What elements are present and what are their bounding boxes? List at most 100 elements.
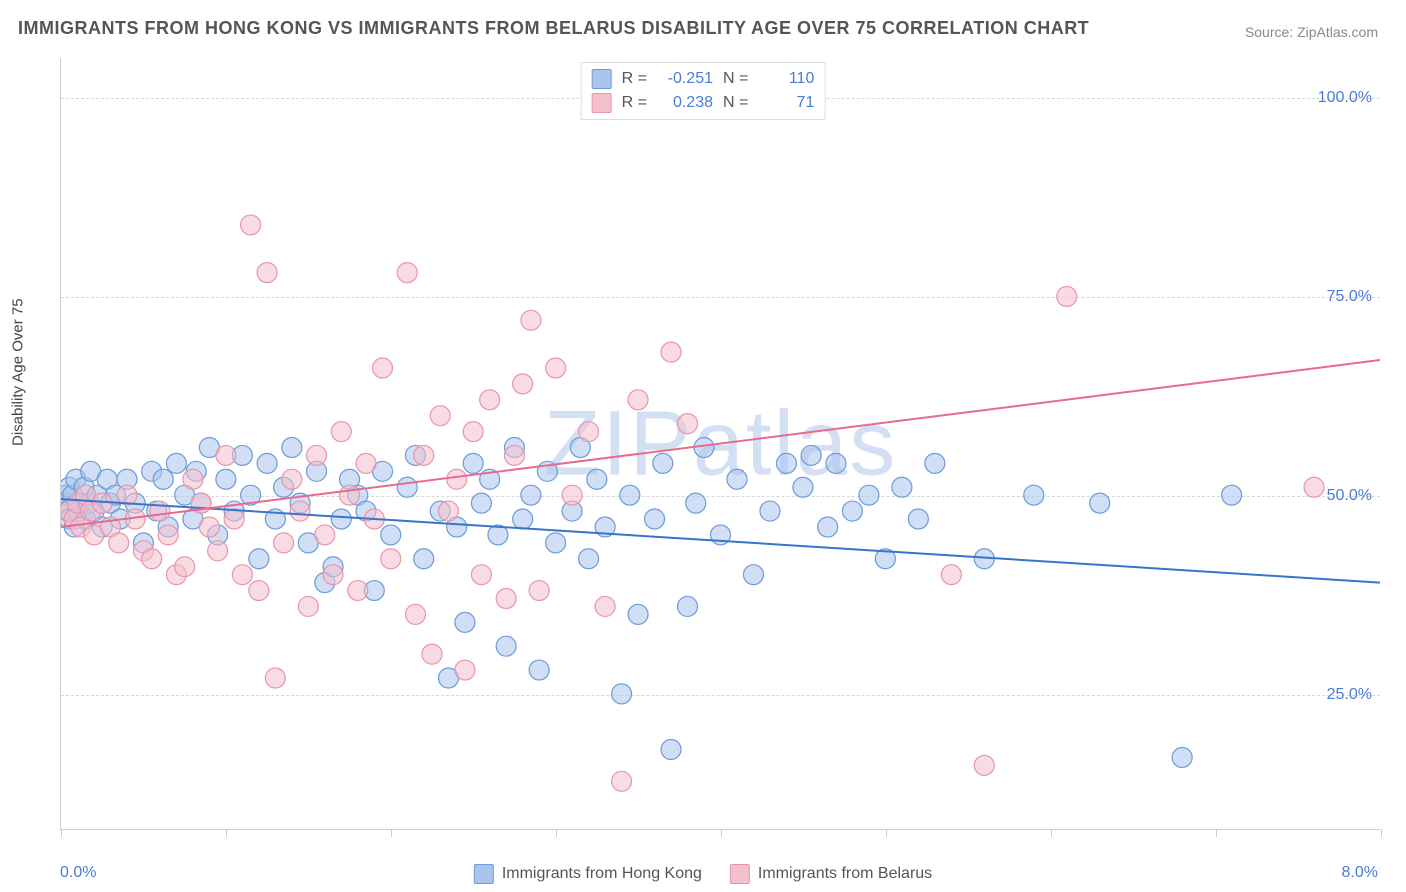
data-point [974,755,994,775]
source-attribution: Source: ZipAtlas.com [1245,24,1378,40]
data-point [109,533,129,553]
series-legend: Immigrants from Hong Kong Immigrants fro… [474,864,932,884]
data-point [628,390,648,410]
x-tick [1381,829,1382,837]
legend-item-by: Immigrants from Belarus [730,864,932,884]
x-tick [721,829,722,837]
data-point [471,565,491,585]
legend-label-by: Immigrants from Belarus [758,865,932,883]
data-point [199,517,219,537]
data-point [1024,485,1044,505]
n-label: N = [723,94,748,112]
data-point [653,453,673,473]
data-point [315,525,335,545]
swatch-by [592,93,612,113]
data-point [645,509,665,529]
regression-line [61,499,1380,582]
data-point [356,453,376,473]
data-point [595,596,615,616]
scatter-svg [61,58,1380,829]
data-point [414,549,434,569]
data-point [908,509,928,529]
data-point [455,660,475,680]
data-point [612,684,632,704]
data-point [274,533,294,553]
data-point [414,445,434,465]
x-tick [226,829,227,837]
data-point [925,453,945,473]
data-point [818,517,838,537]
data-point [941,565,961,585]
x-tick-max: 8.0% [1342,864,1378,882]
data-point [801,445,821,465]
data-point [504,445,524,465]
swatch-by-bottom [730,864,750,884]
data-point [521,310,541,330]
data-point [282,437,302,457]
x-tick [886,829,887,837]
data-point [480,390,500,410]
legend-row-hk: R = -0.251 N = 110 [592,67,815,91]
data-point [331,422,351,442]
data-point [153,469,173,489]
data-point [175,557,195,577]
data-point [381,525,401,545]
r-value-hk: -0.251 [657,70,713,88]
chart-title: IMMIGRANTS FROM HONG KONG VS IMMIGRANTS … [18,18,1089,39]
data-point [513,509,533,529]
data-point [158,525,178,545]
data-point [282,469,302,489]
data-point [859,485,879,505]
data-point [340,485,360,505]
data-point [1057,286,1077,306]
n-label: N = [723,70,748,88]
data-point [208,541,228,561]
data-point [348,581,368,601]
data-point [776,453,796,473]
data-point [1304,477,1324,497]
data-point [562,485,582,505]
data-point [529,581,549,601]
data-point [455,612,475,632]
x-tick-min: 0.0% [60,864,96,882]
data-point [430,406,450,426]
data-point [224,509,244,529]
r-value-by: 0.238 [657,94,713,112]
data-point [686,493,706,513]
data-point [471,493,491,513]
n-value-by: 71 [758,94,814,112]
data-point [183,469,203,489]
x-tick [61,829,62,837]
data-point [793,477,813,497]
r-label: R = [622,94,647,112]
data-point [513,374,533,394]
data-point [438,501,458,521]
r-label: R = [622,70,647,88]
data-point [216,469,236,489]
data-point [587,469,607,489]
data-point [579,422,599,442]
data-point [257,263,277,283]
regression-line [61,360,1380,527]
x-tick [391,829,392,837]
data-point [1222,485,1242,505]
data-point [892,477,912,497]
data-point [447,469,467,489]
data-point [546,533,566,553]
data-point [307,445,327,465]
data-point [397,263,417,283]
x-tick [556,829,557,837]
data-point [249,581,269,601]
data-point [265,668,285,688]
data-point [323,565,343,585]
x-tick [1216,829,1217,837]
data-point [620,485,640,505]
data-point [166,453,186,473]
data-point [546,358,566,378]
data-point [521,485,541,505]
data-point [628,604,648,624]
data-point [241,215,261,235]
legend-label-hk: Immigrants from Hong Kong [502,865,702,883]
legend-item-hk: Immigrants from Hong Kong [474,864,702,884]
data-point [1090,493,1110,513]
